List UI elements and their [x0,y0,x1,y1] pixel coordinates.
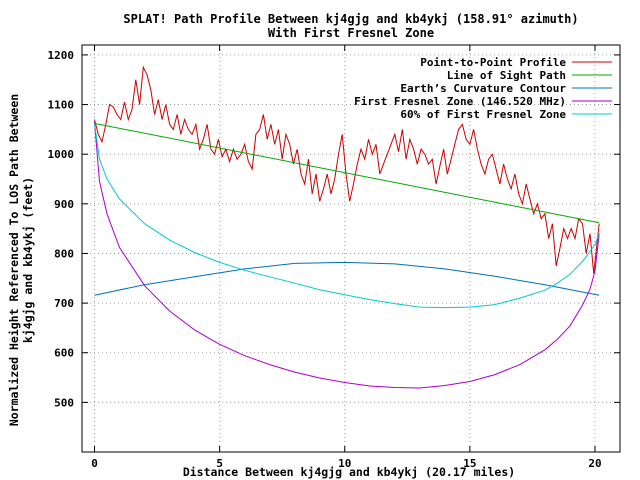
grid-lines [82,45,620,452]
y-tick-label: 600 [54,347,74,360]
x-tick-label: 0 [91,457,98,470]
legend-label: First Fresnel Zone (146.520 MHz) [354,95,566,108]
x-axis-label: Distance Between kj4gjg and kb4ykj (20.1… [183,465,515,479]
x-tick-label: 20 [588,457,601,470]
series-line-first-fresnel-zone-146-520-mhz [94,121,600,389]
series-line-point-to-point-profile [94,65,600,274]
y-tick-label: 700 [54,297,74,310]
series-line-line-of-sight-path [94,122,600,224]
x-tick-label: 15 [463,457,476,470]
chart-subtitle: With First Fresnel Zone [268,26,434,40]
legend-label: 60% of First Fresnel Zone [400,108,566,121]
y-tick-label: 1200 [48,49,75,62]
y-tick-label: 1000 [48,148,75,161]
x-tick-label: 5 [216,457,223,470]
y-tick-label: 900 [54,198,74,211]
series-layer [94,65,600,389]
x-tick-label: 10 [338,457,351,470]
y-tick-label: 800 [54,247,74,260]
series-line-60-of-first-fresnel-zone [94,122,600,309]
axis-ticks: 0 5 10 15 20 500 600 700 800 900 1000 1100 1200 [48,45,620,470]
legend-label: Point-to-Point Profile [420,56,566,69]
plot-frame [81,44,621,453]
y-tick-label: 1100 [48,99,75,112]
chart-title: SPLAT! Path Profile Between kj4gjg and k… [123,12,578,26]
legend-label: Line of Sight Path [447,69,566,82]
y-axis-label-line2: kj4gjg and kb4ykj (feet) [21,177,35,343]
series-line-earth-s-curvature-contour [94,261,600,296]
legend-label: Earth’s Curvature Contour [400,82,566,95]
y-axis-label-line1: Normalized Height Referenced To LOS Path… [7,94,21,426]
y-tick-label: 500 [54,396,74,409]
